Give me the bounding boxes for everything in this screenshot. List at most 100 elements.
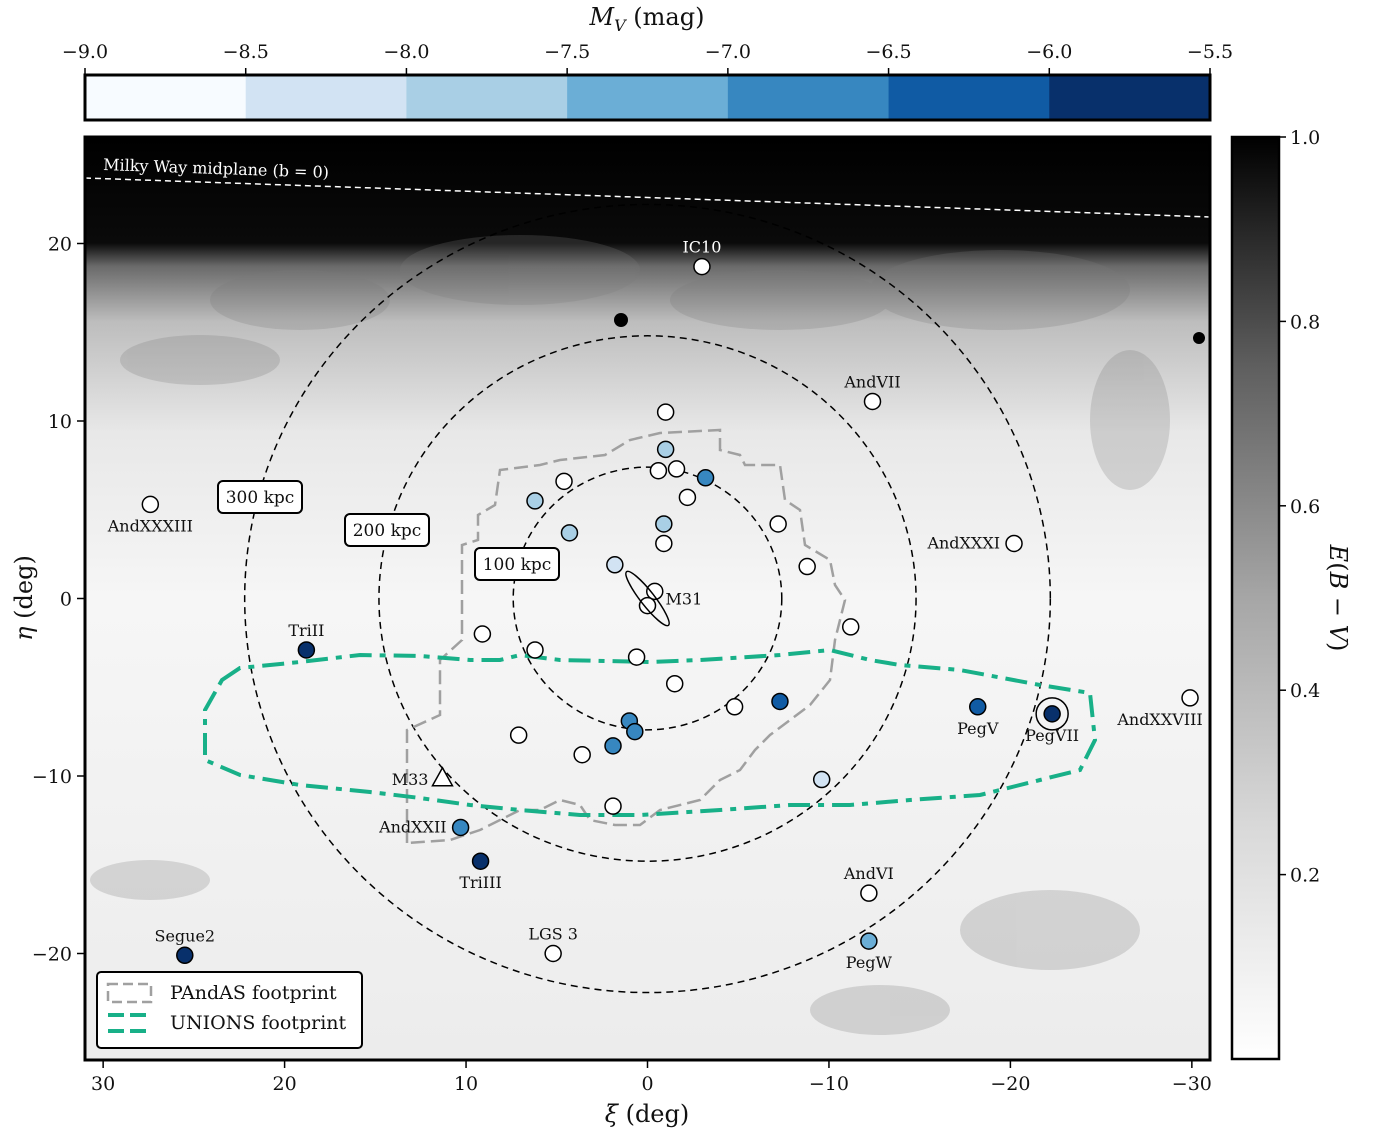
satellite-point [297, 641, 316, 659]
satellite-point [860, 884, 878, 902]
x-tick-label: 0 [641, 1073, 653, 1095]
satellite-label: AndVI [843, 864, 894, 883]
satellite-label: IC10 [682, 238, 721, 257]
m31-label: M31 [666, 590, 703, 609]
legend-label: PAndAS footprint [170, 982, 337, 1004]
ring-label-text: 100 kpc [483, 555, 552, 575]
satellite-point [606, 556, 624, 574]
satellite-point [769, 515, 787, 533]
ring-label-box [474, 547, 560, 581]
side-colorbar-label: E(B − V) [1324, 544, 1352, 652]
satellite-point [798, 557, 816, 576]
satellite-point [626, 722, 644, 741]
unions-footprint [203, 647, 1098, 817]
satellite-point [696, 469, 715, 487]
colorbar-tick-label: −9.0 [62, 41, 108, 63]
satellite-point [1043, 705, 1061, 723]
satellite-point [1005, 534, 1023, 553]
satellite-point [655, 515, 673, 533]
satellite-point [451, 818, 470, 837]
satellite-label: PegVII [1025, 726, 1079, 745]
side-colorbar: 1.0 0.8 0.6 0.4 0.2 E(B − V) [1230, 127, 1352, 1061]
colorbar-tick-label: −6.5 [866, 41, 912, 63]
colorbar-bin [245, 75, 407, 120]
x-tick-label: −10 [809, 1073, 849, 1095]
y-tick-label: 20 [48, 234, 72, 256]
satellite-point [604, 797, 622, 815]
x-axis-label: ξ (deg) [605, 1100, 690, 1128]
satellite-point [678, 488, 697, 507]
satellite-point [573, 745, 591, 764]
satellite-point [176, 946, 194, 965]
dust-spot [1193, 332, 1205, 344]
satellite-point [649, 461, 668, 480]
satellite-label: AndXXXIII [107, 516, 193, 535]
side-colorbar-tick-label: 0.2 [1290, 865, 1320, 887]
distance-ring [243, 203, 1052, 994]
satellite-label: TriIII [459, 873, 501, 892]
ring-label-text: 300 kpc [226, 488, 295, 508]
satellite-point [812, 770, 831, 789]
colorbar-tick-label: −5.5 [1187, 41, 1233, 63]
legend-swatch [106, 982, 153, 1004]
colorbar-tick-label: −6.0 [1026, 41, 1072, 63]
satellite-point [1181, 689, 1199, 707]
side-colorbar-gradient [1230, 135, 1281, 1061]
satellite-point [860, 932, 878, 950]
satellite-point [667, 460, 686, 478]
satellite-point [627, 648, 646, 666]
y-tick-label: −10 [32, 766, 72, 788]
satellite-point [693, 257, 711, 276]
x-tick-label: −20 [990, 1073, 1030, 1095]
colorbar-tick-label: −8.0 [383, 41, 429, 63]
colorbar-bin [727, 75, 890, 120]
distance-ring [378, 335, 917, 862]
dust-texture [90, 235, 1170, 1035]
satellite-point [725, 698, 744, 716]
satellite-point [968, 698, 987, 716]
satellite-label: AndVII [843, 372, 900, 391]
satellite-point [604, 737, 622, 755]
ring-label-box [344, 513, 430, 547]
satellite-label: AndXXVIII [1116, 710, 1202, 729]
colorbar-bin [888, 75, 1050, 120]
side-colorbar-tick-label: 1.0 [1290, 127, 1320, 149]
satellite-point [141, 495, 160, 514]
legend-swatch [108, 1013, 152, 1033]
satellite-point [655, 534, 673, 553]
y-tick-label: 10 [48, 411, 72, 433]
satellite-label: PegV [957, 719, 999, 738]
x-tick-label: −30 [1172, 1073, 1212, 1095]
x-tick-label: 20 [273, 1073, 297, 1095]
top-colorbar-label: MV (mag) [589, 3, 705, 35]
satellite-point [656, 440, 675, 459]
satellite-point [665, 674, 684, 693]
m33-label: M33 [392, 770, 429, 789]
satellite-point [841, 618, 860, 636]
satellite-point [771, 692, 789, 711]
satellite-point [555, 472, 573, 491]
satellite-point [473, 625, 492, 643]
satellite-point [471, 852, 490, 870]
plot-area: IC10 AndVII AndXXXIII AndXXXI TriII AndXXVIII… [32, 135, 1212, 1095]
distance-ring [512, 466, 783, 731]
side-colorbar-tick-label: 0.8 [1290, 311, 1320, 333]
colorbar-tick-label: −7.0 [705, 41, 751, 63]
satellite-point [526, 641, 544, 659]
satellite-label: Segue2 [154, 926, 215, 945]
y-tick-label: −20 [32, 944, 72, 966]
ring-label-text: 200 kpc [353, 521, 422, 541]
satellite-point [863, 392, 882, 411]
satellite-point [509, 726, 528, 744]
colorbar-bin [1049, 75, 1211, 120]
colorbar-bin [406, 75, 568, 120]
m31-ellipse [625, 570, 670, 627]
satellite-label: LGS 3 [528, 925, 578, 944]
satellite-label: AndXXXI [926, 533, 1000, 552]
y-tick-label: 0 [60, 589, 72, 611]
satellite-label: PegW [846, 953, 893, 972]
satellite-point [560, 524, 579, 542]
satellite-label: AndXXII [378, 817, 447, 836]
satellite-point [638, 596, 657, 615]
